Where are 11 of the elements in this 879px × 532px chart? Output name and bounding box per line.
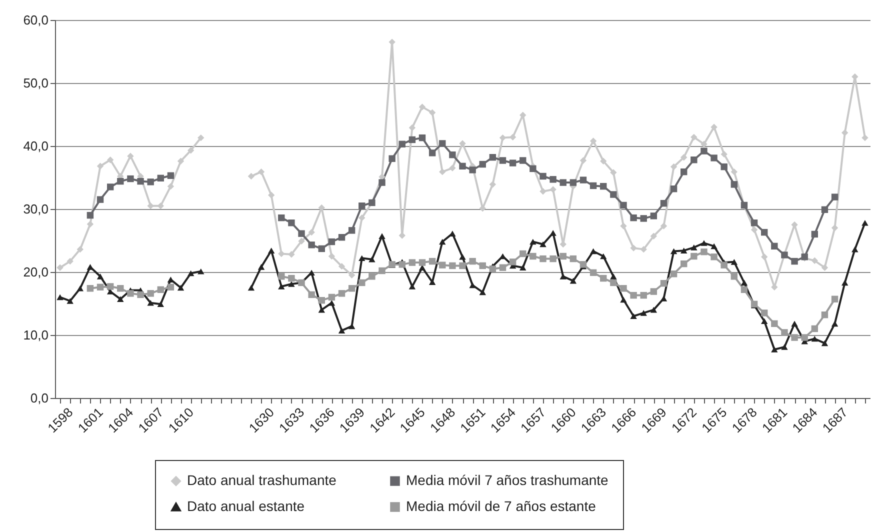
- y-tick-label: 60,0: [23, 12, 48, 28]
- y-tick-label: 40,0: [23, 138, 48, 154]
- y-tick-label: 20,0: [23, 264, 48, 280]
- legend-label: Media móvil 7 años trashumante: [406, 472, 609, 488]
- y-tick-label: 50,0: [23, 76, 48, 90]
- legend-label: Dato anual estante: [187, 498, 305, 514]
- y-tick-label: 0,0: [30, 390, 48, 406]
- y-tick-label: 10,0: [23, 328, 48, 342]
- legend-label: Dato anual trashumante: [187, 472, 337, 488]
- legend-label: Media móvil de 7 años estante: [406, 498, 596, 514]
- y-tick-label: 30,0: [23, 202, 48, 216]
